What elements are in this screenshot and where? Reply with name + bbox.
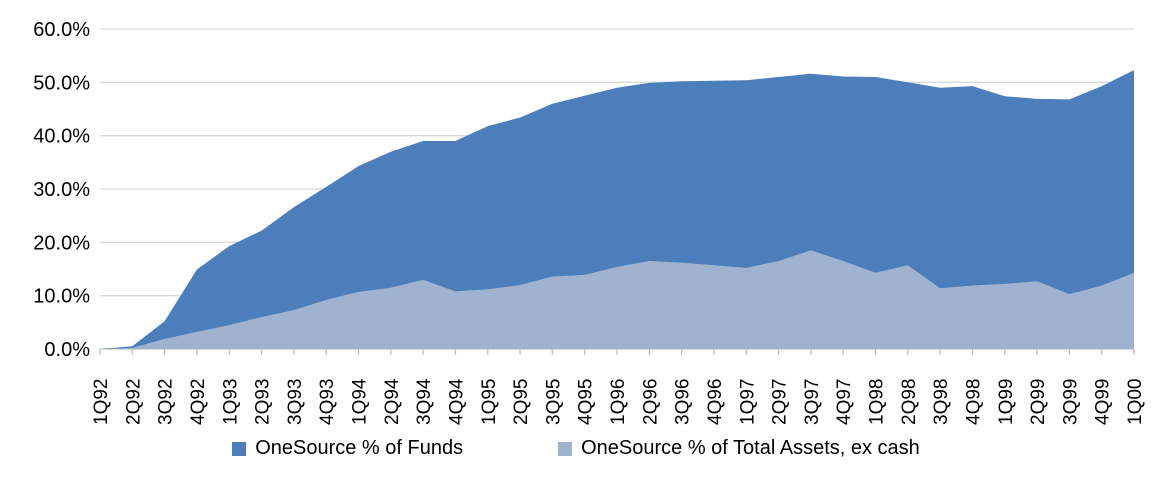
x-axis-tick-label: 2Q95 — [511, 379, 532, 425]
x-axis-tick-label: 2Q97 — [770, 379, 791, 425]
legend-item-assets: OneSource % of Total Assets, ex cash — [558, 437, 920, 460]
x-axis-tick-label: 4Q98 — [963, 379, 984, 425]
legend-swatch-funds — [232, 441, 247, 456]
x-axis-tick-label: 1Q98 — [867, 379, 888, 425]
x-axis-tick-label: 4Q94 — [446, 378, 467, 425]
x-axis-tick-label: 3Q95 — [543, 379, 564, 425]
x-axis-tick-label: 4Q92 — [188, 379, 209, 425]
legend-swatch-assets — [558, 441, 573, 456]
x-axis-tick-label: 1Q95 — [479, 379, 500, 425]
x-axis-tick-label: 4Q96 — [705, 379, 726, 425]
x-axis-tick-label: 3Q93 — [285, 379, 306, 425]
x-axis-tick-label: 4Q97 — [834, 379, 855, 425]
x-axis-tick-label: 3Q92 — [156, 379, 177, 425]
x-axis-tick-label: 1Q93 — [220, 379, 241, 425]
chart-legend: OneSource % of Funds OneSource % of Tota… — [0, 437, 1152, 460]
x-axis-tick-label: 1Q92 — [91, 379, 112, 425]
y-axis-tick-label: 50.0% — [33, 72, 90, 94]
x-axis-tick-label: 3Q98 — [931, 379, 952, 425]
plot-area: 0.0% 10.0% 20.0% 30.0% 40.0% 50.0% 60.0% 1Q92 2Q… — [33, 19, 1146, 425]
x-axis-tick-label: 3Q96 — [673, 379, 694, 425]
y-axis-tick-label: 60.0% — [33, 19, 90, 41]
area-series-1 — [100, 250, 1134, 349]
y-axis-tick-label: 0.0% — [44, 339, 90, 361]
y-axis-tick-label: 40.0% — [33, 126, 90, 148]
x-axis-tick-label: 4Q99 — [1093, 379, 1114, 425]
x-axis-tick-label: 1Q00 — [1125, 379, 1146, 425]
x-axis-tick-label: 2Q94 — [382, 378, 403, 425]
y-axis-tick-label: 10.0% — [33, 286, 90, 308]
legend-label-assets: OneSource % of Total Assets, ex cash — [581, 437, 920, 459]
x-axis-tick-label: 1Q97 — [737, 379, 758, 425]
y-axis-tick-label: 20.0% — [33, 232, 90, 254]
x-axis-tick-label: 2Q99 — [1028, 379, 1049, 425]
legend-label-funds: OneSource % of Funds — [255, 437, 464, 459]
x-axis-tick-label: 2Q93 — [253, 379, 274, 425]
x-axis-tick-label: 2Q92 — [123, 379, 144, 425]
legend-item-funds: OneSource % of Funds — [232, 437, 463, 460]
x-axis-tick-label: 1Q96 — [608, 379, 629, 425]
x-axis-tick-label: 3Q97 — [802, 379, 823, 425]
x-axis-tick-label: 3Q99 — [1060, 379, 1081, 425]
x-axis-tick-label: 4Q95 — [576, 379, 597, 425]
x-axis-tick-label: 1Q94 — [350, 378, 371, 425]
y-axis-tick-label: 30.0% — [33, 179, 90, 201]
x-axis-tick-label: 2Q98 — [899, 379, 920, 425]
x-axis-tick-label: 1Q99 — [996, 379, 1017, 425]
x-axis-tick-label: 3Q94 — [414, 378, 435, 425]
x-axis-tick-label: 2Q96 — [640, 379, 661, 425]
x-axis-tick-label: 4Q93 — [317, 379, 338, 425]
